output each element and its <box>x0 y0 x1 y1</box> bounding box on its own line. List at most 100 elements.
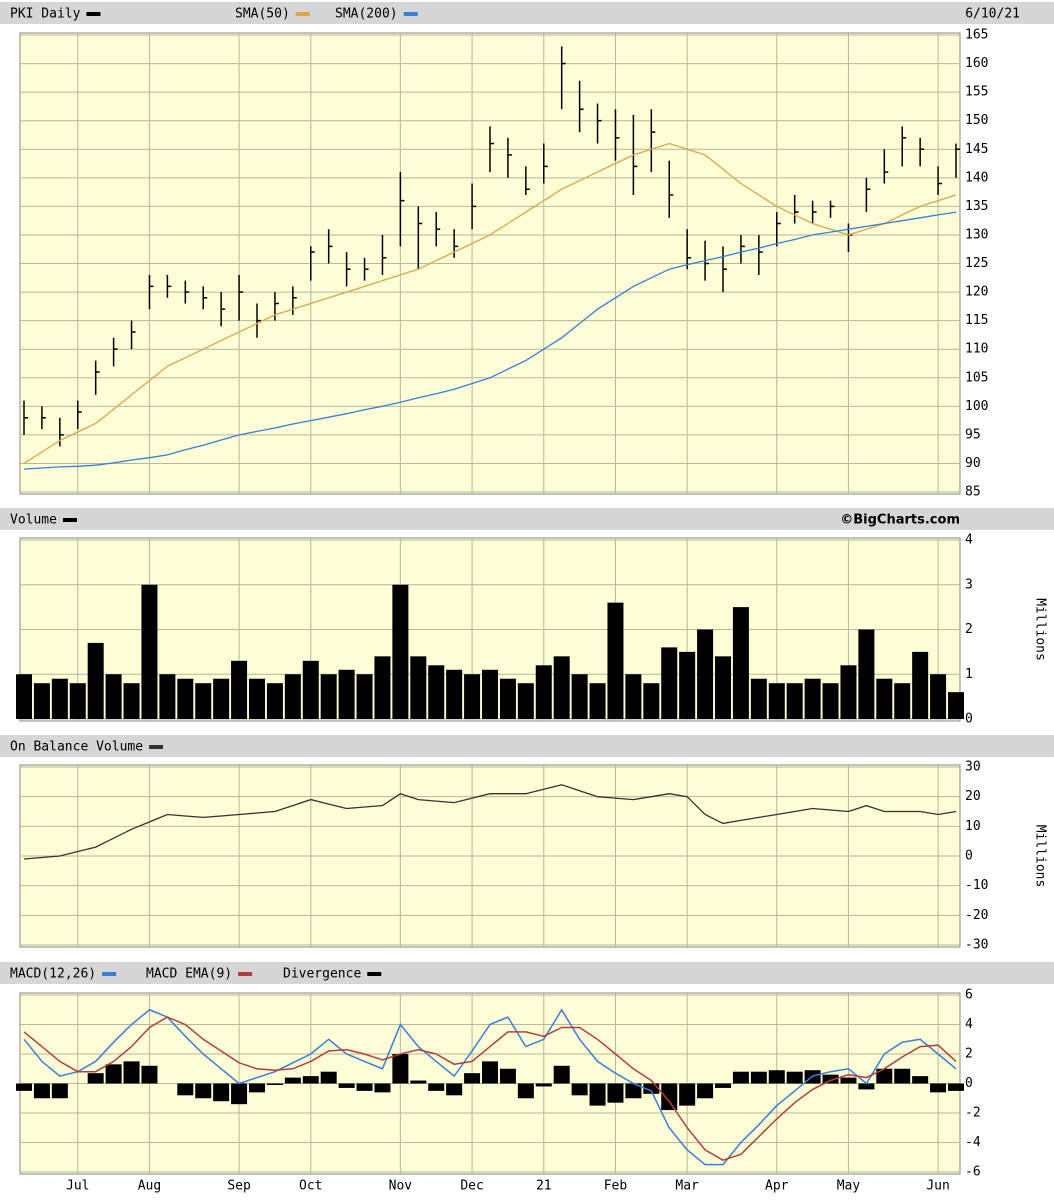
header-bar <box>0 962 1054 984</box>
y-axis-label: Millions <box>1033 598 1048 661</box>
date-label: 6/10/21 <box>965 7 1020 22</box>
x-tick-label: Dec <box>460 1179 483 1194</box>
divergence-bar <box>571 1083 588 1096</box>
divergence-bar <box>732 1071 749 1084</box>
divergence-bar <box>553 1065 570 1084</box>
volume-bar <box>356 674 373 719</box>
y-tick-label: 125 <box>965 256 988 271</box>
volume-bar <box>948 692 964 719</box>
y-tick-label: 30 <box>965 760 981 775</box>
volume-bar <box>266 683 283 719</box>
divergence-bar <box>266 1083 283 1085</box>
y-tick-label: 105 <box>965 370 988 385</box>
divergence-bar <box>195 1083 212 1099</box>
x-tick-label: 21 <box>536 1179 552 1194</box>
y-tick-label: 115 <box>965 313 988 328</box>
divergence-bar <box>338 1083 355 1088</box>
volume-bar <box>33 683 50 719</box>
divergence-bar <box>51 1083 68 1099</box>
volume-bar <box>141 584 158 719</box>
volume-bar <box>553 656 570 719</box>
header-bar <box>0 508 1054 530</box>
divergence-bar <box>535 1083 552 1087</box>
volume-bar <box>177 678 194 719</box>
y-tick-label: -30 <box>965 938 988 953</box>
volume-bar <box>392 584 409 719</box>
volume-bar <box>87 642 104 719</box>
divergence-bar <box>750 1071 767 1084</box>
y-tick-label: -20 <box>965 908 988 923</box>
y-tick-label: 140 <box>965 170 988 185</box>
y-tick-label: 120 <box>965 285 988 300</box>
volume-bar <box>750 678 767 719</box>
y-tick-label: 2 <box>965 1047 973 1062</box>
credit: ©BigCharts.com <box>840 513 960 528</box>
x-tick-label: Feb <box>604 1179 628 1194</box>
x-tick-label: Nov <box>389 1179 413 1194</box>
y-tick-label: 4 <box>965 533 973 548</box>
divergence-bar <box>213 1083 230 1102</box>
divergence-bar <box>123 1061 140 1084</box>
volume-bar <box>105 674 122 719</box>
volume-bar <box>930 674 947 719</box>
series-line <box>23 1008 957 1166</box>
volume-bar <box>69 683 86 719</box>
y-tick-label: 145 <box>965 142 988 157</box>
y-tick-label: -4 <box>965 1135 981 1150</box>
divergence-bar <box>840 1077 857 1084</box>
volume-bar <box>822 683 839 719</box>
divergence-bar <box>141 1065 158 1084</box>
divergence-bar <box>589 1083 606 1106</box>
y-tick-label: 6 <box>965 988 973 1003</box>
volume-bar <box>679 651 696 719</box>
y-tick-label: 20 <box>965 789 981 804</box>
volume-bar <box>768 683 785 719</box>
volume-bar <box>16 674 32 719</box>
legend-label: SMA(50) <box>235 7 290 22</box>
volume-bar <box>661 647 678 719</box>
y-tick-label: -10 <box>965 878 988 893</box>
divergence-bar <box>625 1083 642 1099</box>
volume-bar <box>482 669 498 719</box>
legend-label: Divergence <box>283 967 361 982</box>
volume-bar <box>249 678 265 719</box>
divergence-bar <box>948 1083 964 1091</box>
divergence-bar <box>177 1083 194 1096</box>
divergence-bar <box>356 1083 373 1091</box>
volume-bar <box>625 674 642 719</box>
divergence-bar <box>410 1080 427 1084</box>
volume-bar <box>697 629 714 719</box>
volume-bar <box>589 683 606 719</box>
volume-bar <box>876 678 893 719</box>
volume-bar <box>643 683 660 719</box>
series-line <box>23 142 957 464</box>
volume-bar <box>51 678 68 719</box>
divergence-bar <box>87 1073 104 1084</box>
volume-bar <box>302 660 319 719</box>
legend-label: On Balance Volume <box>10 740 143 755</box>
volume-bar <box>804 678 821 719</box>
volume-bar <box>446 669 463 719</box>
y-tick-label: 110 <box>965 342 988 357</box>
x-tick-label: Jun <box>926 1179 949 1194</box>
volume-bar <box>517 683 534 719</box>
divergence-bar <box>912 1076 929 1084</box>
divergence-bar <box>374 1083 391 1093</box>
y-tick-label: 165 <box>965 28 988 43</box>
y-tick-label: 0 <box>965 849 973 864</box>
y-tick-label: 95 <box>965 427 981 442</box>
volume-bar <box>284 674 301 719</box>
volume-bar <box>858 629 875 719</box>
y-tick-label: 0 <box>965 1076 973 1091</box>
y-tick-label: 0 <box>965 712 973 727</box>
divergence-bar <box>428 1083 445 1091</box>
volume-bar <box>786 683 803 719</box>
x-tick-label: Mar <box>675 1179 699 1194</box>
divergence-bar <box>499 1068 516 1084</box>
divergence-bar <box>697 1083 714 1099</box>
volume-bar <box>338 669 355 719</box>
volume-bar <box>535 665 552 719</box>
y-tick-label: 4 <box>965 1017 973 1032</box>
volume-bar <box>320 674 337 719</box>
